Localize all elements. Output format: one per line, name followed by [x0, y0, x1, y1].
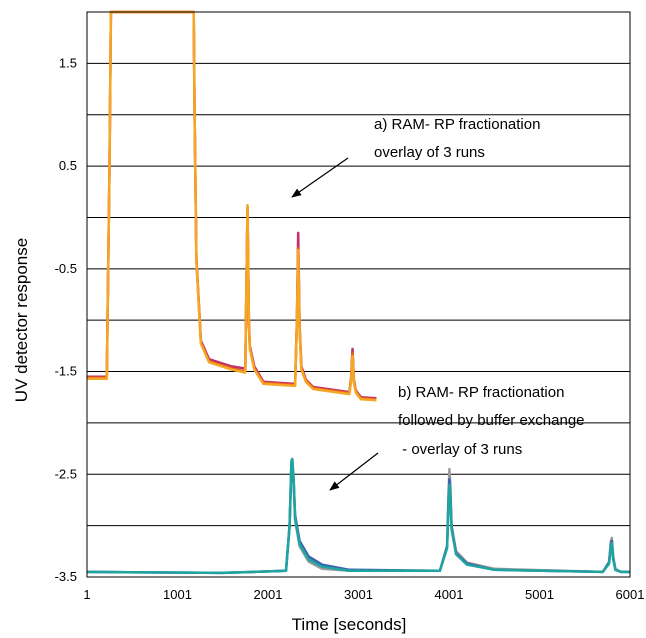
- y-tick-label: 1.5: [59, 55, 77, 70]
- x-tick-label: 1001: [163, 587, 192, 602]
- x-tick-label: 4001: [435, 587, 464, 602]
- y-tick-label: -0.5: [55, 261, 77, 276]
- chart-series: [86, 10, 630, 575]
- annotation-a-arrow: [291, 157, 349, 198]
- plot-frame: [86, 11, 631, 578]
- annotation-b-line-3: - overlay of 3 runs: [398, 441, 522, 458]
- x-tick-label: 3001: [344, 587, 373, 602]
- x-tick-label: 2001: [254, 587, 283, 602]
- series-line-3: [87, 10, 377, 402]
- annotation-b-line-1: b) RAM- RP fractionation: [398, 384, 564, 401]
- series-line-6: [86, 457, 630, 575]
- series-line-4: [86, 464, 630, 575]
- x-tick-label: 6001: [616, 587, 645, 602]
- tick-labels: 1.5 0.5 -0.5 -1.5 -2.5 -3.5 1 1001 2001 3001 4001 5…: [55, 55, 645, 602]
- x-tick-label: 1: [83, 587, 90, 602]
- y-tick-label: -3.5: [55, 569, 77, 584]
- gridlines: [87, 11, 630, 578]
- series-line-2: [87, 10, 377, 401]
- annotation-a-line-1: a) RAM- RP fractionation: [374, 116, 540, 133]
- annotation-b: b) RAM- RP fractionation followed by buf…: [329, 384, 585, 491]
- y-tick-label: 0.5: [59, 158, 77, 173]
- annotation-a: a) RAM- RP fractionation overlay of 3 ru…: [291, 116, 540, 198]
- y-axis-label: UV detector response: [12, 238, 31, 402]
- annotation-b-line-2: followed by buffer exchange: [398, 412, 585, 429]
- series-line-1: [87, 10, 377, 400]
- y-tick-label: -1.5: [55, 364, 77, 379]
- annotation-b-arrow: [329, 452, 379, 491]
- y-tick-label: -2.5: [55, 466, 77, 481]
- annotation-a-line-2: overlay of 3 runs: [374, 144, 485, 161]
- x-axis-label: Time [seconds]: [292, 615, 407, 634]
- x-tick-label: 5001: [525, 587, 554, 602]
- series-line-5: [86, 460, 630, 575]
